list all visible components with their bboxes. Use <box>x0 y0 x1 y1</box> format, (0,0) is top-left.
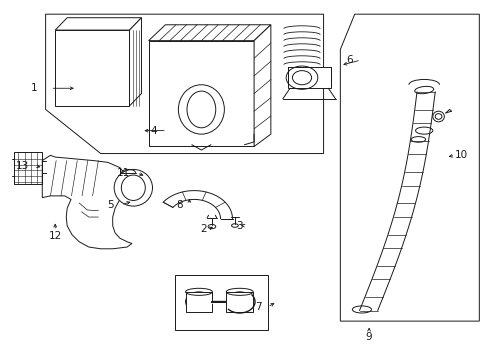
Bar <box>175 275 268 330</box>
Bar <box>15 152 42 184</box>
Polygon shape <box>129 18 141 106</box>
Bar <box>185 292 212 312</box>
Text: 2: 2 <box>200 224 206 234</box>
Text: 6: 6 <box>346 55 352 65</box>
Text: 4: 4 <box>150 126 157 136</box>
Bar <box>226 292 253 312</box>
Text: 12: 12 <box>48 231 61 242</box>
Text: 10: 10 <box>454 150 467 160</box>
Polygon shape <box>254 25 270 147</box>
Text: 3: 3 <box>236 221 243 231</box>
Text: 7: 7 <box>255 302 262 312</box>
Text: 13: 13 <box>16 161 29 171</box>
Text: 11: 11 <box>117 168 130 178</box>
Polygon shape <box>148 25 270 41</box>
Bar <box>148 41 254 147</box>
Text: 5: 5 <box>107 200 113 210</box>
Bar <box>287 67 330 88</box>
Text: 1: 1 <box>31 83 38 93</box>
Bar <box>55 30 129 106</box>
Polygon shape <box>55 18 141 30</box>
Ellipse shape <box>114 170 152 206</box>
Text: 8: 8 <box>176 200 183 210</box>
Text: 9: 9 <box>365 332 372 342</box>
